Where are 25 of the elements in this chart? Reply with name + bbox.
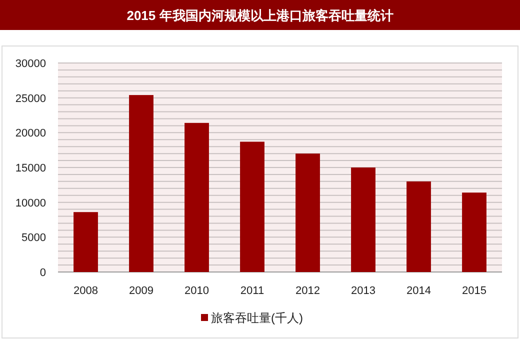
y-tick-label: 25000 [15,92,46,105]
x-tick-label: 2009 [129,285,154,297]
y-tick-label: 0 [40,267,46,279]
x-tick-label: 2012 [296,285,320,297]
x-tick-label: 2011 [240,285,264,297]
x-tick-label: 2008 [74,285,98,297]
y-tick-label: 10000 [15,197,46,210]
y-tick-label: 20000 [15,128,46,140]
legend-label: 旅客吞吐量(千人) [211,311,303,325]
x-tick-label: 2015 [462,285,486,297]
bar [351,168,376,272]
bar [184,122,209,272]
bar [129,95,154,272]
bar [240,142,264,272]
y-tick-label: 15000 [15,162,46,174]
y-tick-label: 30000 [15,58,46,70]
chart-title: 2015 年我国内河规模以上港口旅客吞吐量统计 [126,8,394,23]
y-tick-label: 5000 [22,232,46,244]
bar [462,192,486,272]
bar [406,181,431,272]
x-tick-label: 2013 [351,285,376,297]
bar [296,154,320,272]
x-tick-label: 2010 [184,285,209,297]
bar [74,212,98,272]
x-tick-label: 2014 [406,285,431,297]
